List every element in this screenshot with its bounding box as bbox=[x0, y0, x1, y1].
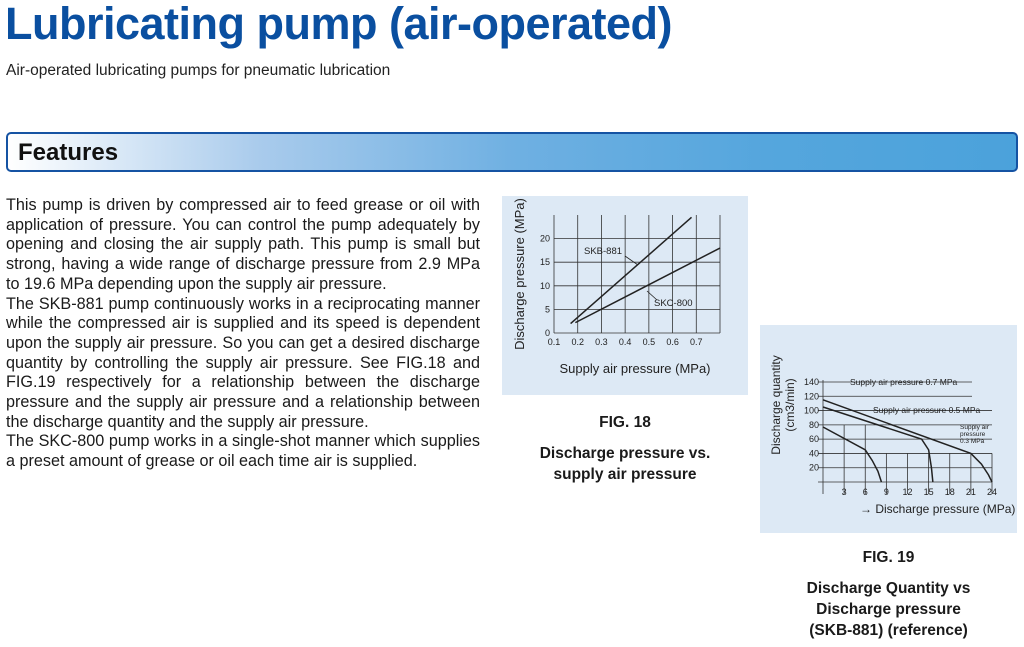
features-text: This pump is driven by compressed air to… bbox=[6, 196, 480, 472]
y-tick-label: 120 bbox=[804, 391, 819, 401]
x-tick-label: 21 bbox=[966, 487, 976, 497]
y-tick-label: 100 bbox=[804, 406, 819, 416]
paragraph: This pump is driven by compressed air to… bbox=[6, 196, 480, 293]
paragraph: The SKB-881 pump continuously works in a… bbox=[6, 294, 480, 431]
fig19-chart: 3 6 9 12 15 18 21 24 20 40 60 80 100 120 140 Supply air… bbox=[760, 325, 1017, 533]
y-tick-label: 60 bbox=[809, 434, 819, 444]
series-label-skc-800: SKC-800 bbox=[654, 298, 693, 309]
y-tick-label: 10 bbox=[540, 281, 550, 291]
y-tick-label: 20 bbox=[540, 234, 550, 244]
x-tick-label: 9 bbox=[884, 487, 889, 497]
y-axis-label: Discharge pressure (MPa) bbox=[512, 198, 527, 350]
x-tick-label: 0.5 bbox=[643, 337, 656, 347]
y-axis-label-1: Discharge quantity bbox=[769, 355, 783, 454]
page-title: Lubricating pump (air-operated) bbox=[5, 0, 673, 49]
x-tick-label: 6 bbox=[863, 487, 868, 497]
y-tick-label: 15 bbox=[540, 257, 550, 267]
x-tick-label: 0.1 bbox=[548, 337, 561, 347]
y-tick-label: 140 bbox=[804, 377, 819, 387]
series-label-0-3mpa: pressure bbox=[960, 431, 986, 438]
section-title: Features bbox=[18, 139, 119, 166]
fig19-caption-1: Discharge Quantity vs bbox=[806, 580, 971, 597]
x-tick-label: 12 bbox=[902, 487, 912, 497]
series-label-0-7mpa: Supply air pressure 0.7 MPa bbox=[850, 377, 958, 387]
x-tick-label: 0.7 bbox=[690, 337, 703, 347]
fig18-label: FIG. 18 bbox=[599, 414, 651, 431]
series-label-skb-881: SKB-881 bbox=[584, 246, 622, 257]
fig19-caption-3: (SKB-881) (reference) bbox=[809, 622, 968, 639]
series-label-0-5mpa: Supply air pressure 0.5 MPa bbox=[873, 405, 981, 415]
x-tick-label: 3 bbox=[842, 487, 847, 497]
series-label-0-3mpa: Supply air bbox=[960, 424, 990, 431]
x-tick-label: 0.4 bbox=[619, 337, 632, 347]
series-curve-0-5mpa bbox=[822, 406, 934, 483]
series-pointer bbox=[624, 255, 639, 266]
x-tick-label: 0.3 bbox=[595, 337, 608, 347]
y-axis-label-2: (cm3/min) bbox=[783, 378, 797, 431]
x-tick-label: 15 bbox=[924, 487, 934, 497]
series-line-skc-800 bbox=[574, 247, 721, 324]
y-tick-label: 80 bbox=[809, 420, 819, 430]
y-tick-label: 20 bbox=[809, 463, 819, 473]
fig19-caption-2: Discharge pressure bbox=[816, 601, 961, 618]
x-axis-label: → Discharge pressure (MPa) bbox=[860, 502, 1015, 516]
series-line-skb-881 bbox=[570, 216, 693, 325]
x-tick-label: 18 bbox=[945, 487, 955, 497]
y-tick-label: 5 bbox=[545, 304, 550, 314]
section-header-features: Features bbox=[6, 132, 1018, 172]
y-tick-label: 0 bbox=[545, 328, 550, 338]
y-tick-label: 40 bbox=[809, 448, 819, 458]
fig19-svg: 3 6 9 12 15 18 21 24 20 40 60 80 100 120 140 Supply air… bbox=[769, 355, 1015, 516]
x-tick-label: 0.2 bbox=[571, 337, 584, 347]
fig18-svg: 0.1 0.2 0.3 0.4 0.5 0.6 0.7 0 5 10 15 20 SKB-881 SKC-… bbox=[512, 198, 721, 376]
series-curve-0-7mpa bbox=[822, 399, 993, 483]
series-label-0-3mpa: 0.3 MPa bbox=[960, 438, 985, 445]
fig18-chart: 0.1 0.2 0.3 0.4 0.5 0.6 0.7 0 5 10 15 20 SKB-881 SKC-… bbox=[502, 196, 748, 395]
fig18-caption-1: Discharge pressure vs. bbox=[539, 445, 711, 462]
series-curve-0-3mpa bbox=[822, 426, 883, 483]
fig18-caption-2: supply air pressure bbox=[553, 466, 697, 483]
series-pointer bbox=[646, 290, 658, 301]
x-axis-label: Supply air pressure (MPa) bbox=[560, 361, 711, 376]
x-tick-label: 0.6 bbox=[666, 337, 679, 347]
x-tick-label: 24 bbox=[987, 487, 997, 497]
page-subtitle: Air-operated lubricating pumps for pneum… bbox=[6, 62, 391, 79]
fig19-label: FIG. 19 bbox=[862, 549, 915, 566]
paragraph: The SKC-800 pump works in a single-shot … bbox=[6, 432, 480, 471]
